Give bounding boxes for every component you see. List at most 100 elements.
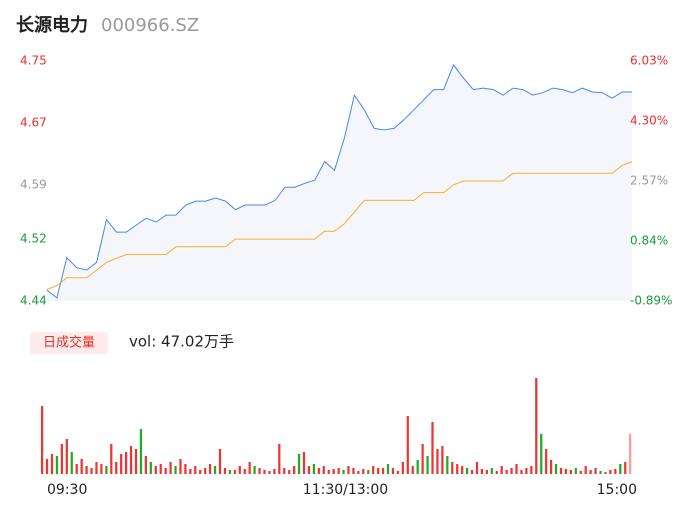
volume-bar: [60, 444, 63, 474]
y-tick-label: 4.75: [20, 54, 47, 68]
volume-bar: [614, 469, 617, 474]
volume-bar: [431, 422, 434, 474]
volume-bar: [263, 470, 266, 474]
volume-bar: [223, 468, 227, 474]
volume-bar: [609, 470, 612, 474]
volume-bar: [268, 471, 271, 474]
stock-name: 长源电力: [16, 14, 88, 36]
volume-bar: [50, 454, 54, 474]
volume-bar: [169, 462, 172, 474]
volume-summary: vol: 47.02万手: [129, 333, 234, 351]
price-area: [47, 64, 632, 302]
volume-bar: [495, 471, 498, 474]
volume-bar: [396, 471, 400, 474]
volume-bar: [278, 444, 281, 474]
volume-bar: [164, 468, 167, 474]
volume-bar: [564, 469, 568, 474]
volume-bar: [184, 464, 187, 474]
y2-tick-label: 2.57%: [630, 174, 668, 188]
volume-bar: [515, 464, 518, 474]
volume-bar: [297, 454, 301, 474]
volume-bar: [629, 434, 632, 474]
volume-bar: [584, 466, 587, 474]
volume-bar: [139, 429, 143, 474]
volume-bar: [204, 468, 207, 474]
volume-bar: [569, 470, 572, 474]
volume-bar: [406, 416, 409, 474]
volume-bar: [510, 468, 513, 474]
x-tick-label: 11:30/13:00: [303, 482, 388, 498]
volume-bar: [391, 468, 395, 474]
volume-bar: [367, 470, 370, 474]
volume-bar: [530, 466, 533, 474]
volume-bar: [238, 466, 241, 474]
volume-bar: [451, 462, 454, 474]
volume-bar: [441, 446, 444, 474]
volume-bar: [75, 464, 78, 474]
volume-bar: [421, 444, 424, 474]
volume-bar: [243, 469, 246, 474]
volume-bar: [520, 470, 523, 474]
volume-bar: [559, 468, 563, 474]
volume-bar: [549, 460, 553, 474]
y-tick-label: 4.44: [20, 294, 47, 308]
volume-bar: [45, 459, 49, 474]
volume-bar: [85, 466, 88, 474]
volume-bar: [500, 466, 503, 474]
volume-bar: [55, 456, 59, 474]
volume-bar: [342, 470, 345, 474]
volume-bar: [465, 468, 469, 474]
volume-bar: [347, 466, 350, 474]
volume-bar: [426, 456, 429, 474]
volume-bar: [293, 466, 296, 474]
volume-bar: [218, 449, 222, 474]
volume-bar: [80, 459, 83, 474]
volume-bar: [189, 469, 192, 474]
volume-bar: [589, 470, 592, 474]
volume-bar: [540, 434, 543, 474]
volume-bar: [70, 452, 73, 474]
volume-bar: [253, 466, 256, 474]
volume-bar: [337, 468, 340, 474]
volume-bar: [307, 466, 311, 474]
volume-bar: [381, 468, 385, 474]
volume-bar: [470, 470, 474, 474]
y-tick-label: 4.67: [20, 115, 47, 129]
volume-bar: [594, 468, 597, 474]
volume-bar: [100, 464, 103, 474]
volume-bar: [485, 470, 488, 474]
volume-bar: [436, 449, 439, 474]
volume-bar: [574, 468, 577, 474]
legend-box: [30, 332, 108, 354]
volume-bar: [475, 462, 479, 474]
volume-bar: [362, 469, 365, 474]
y2-tick-label: 6.03%: [630, 54, 668, 68]
volume-bar: [144, 456, 147, 474]
volume-bar: [401, 462, 404, 474]
volume-bar: [213, 466, 217, 474]
stock-code: 000966.SZ: [101, 15, 199, 36]
volume-bar: [545, 449, 548, 474]
volume-bar: [535, 378, 538, 474]
y2-tick-label: 4.30%: [630, 114, 668, 128]
volume-bar: [327, 470, 330, 474]
volume-bar: [194, 466, 197, 474]
volume-bar: [624, 462, 627, 474]
x-tick-label: 09:30: [47, 482, 87, 498]
y-tick-label: 4.59: [20, 177, 47, 191]
volume-bar: [352, 468, 355, 474]
volume-bar: [604, 472, 607, 474]
volume-bar: [41, 406, 44, 474]
y2-tick-label: 0.84%: [630, 234, 668, 248]
volume-bar: [525, 468, 528, 474]
volume-bar: [332, 469, 335, 474]
volume-bar: [65, 439, 68, 474]
volume-bar: [505, 470, 508, 474]
volume-bar: [416, 460, 419, 474]
volume-bar: [115, 462, 118, 474]
volume-bar: [312, 464, 316, 474]
legend-label: 日成交量: [43, 335, 95, 351]
price-line: [46, 63, 632, 299]
volume-bar: [386, 464, 390, 474]
